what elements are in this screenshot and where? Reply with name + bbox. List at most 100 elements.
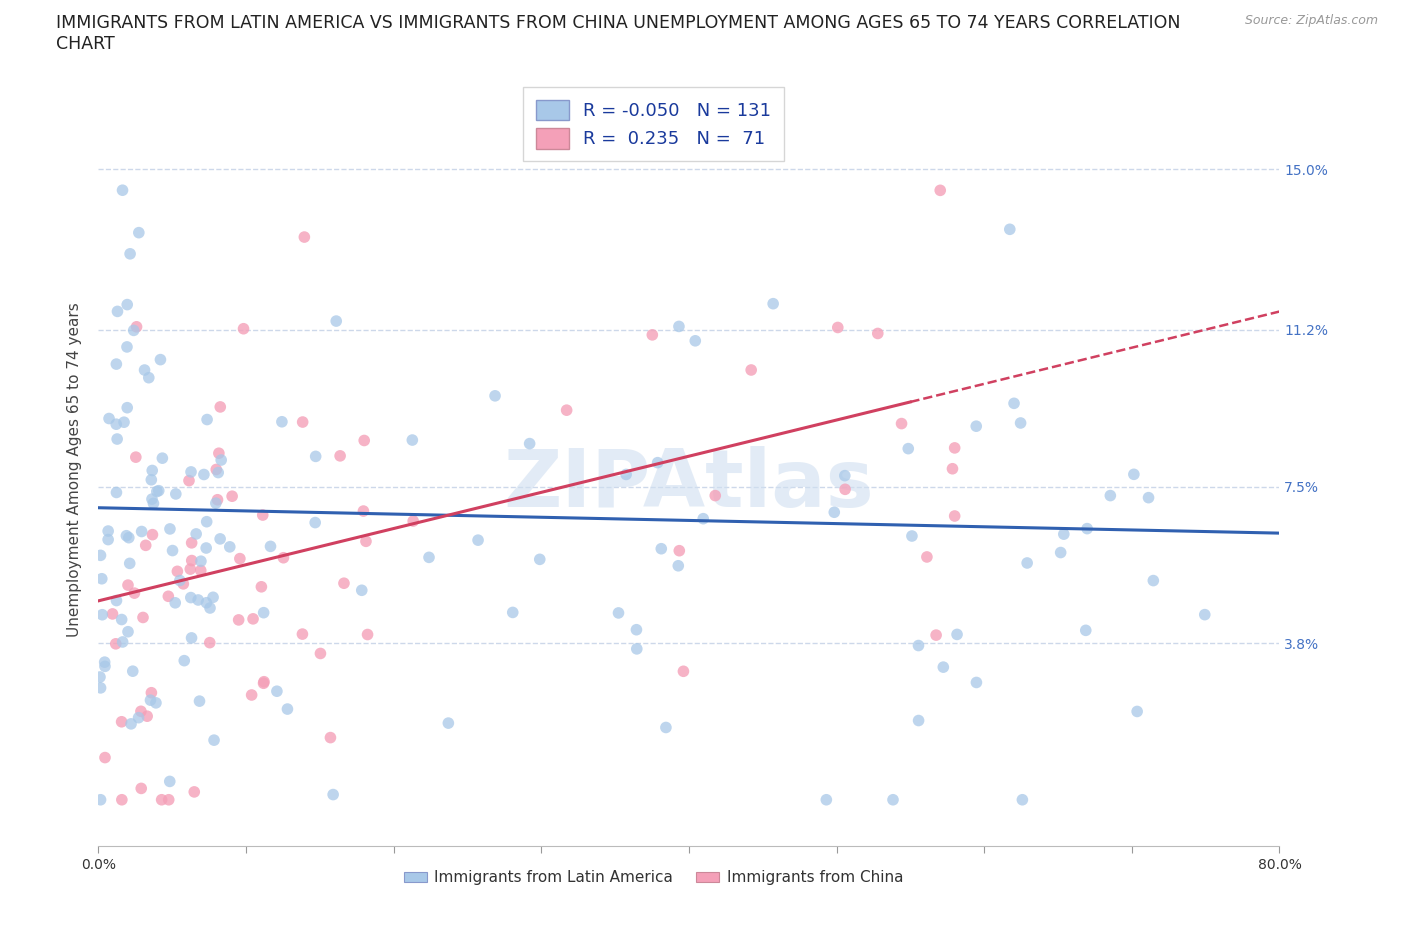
Point <box>159 774 181 789</box>
Point <box>97 524 120 538</box>
Point <box>169 573 191 588</box>
Point <box>647 455 669 470</box>
Point <box>626 642 648 657</box>
Point <box>897 441 920 456</box>
Point <box>89 670 111 684</box>
Point <box>998 222 1021 237</box>
Point <box>125 450 148 465</box>
Point <box>159 522 181 537</box>
Point <box>148 484 170 498</box>
Point <box>120 246 142 261</box>
Point <box>195 540 218 555</box>
Point <box>834 482 856 497</box>
Point <box>655 720 678 735</box>
Text: IMMIGRANTS FROM LATIN AMERICA VS IMMIGRANTS FROM CHINA UNEMPLOYMENT AMONG AGES 6: IMMIGRANTS FROM LATIN AMERICA VS IMMIGRA… <box>56 14 1181 32</box>
Text: Source: ZipAtlas.com: Source: ZipAtlas.com <box>1244 14 1378 27</box>
Point <box>180 553 202 568</box>
Point <box>1049 545 1071 560</box>
Point <box>253 674 276 689</box>
Point <box>105 485 128 500</box>
Point <box>195 514 218 529</box>
Point <box>198 601 221 616</box>
Point <box>467 533 489 548</box>
Point <box>401 432 423 447</box>
Point <box>157 589 180 604</box>
Point <box>190 563 212 578</box>
Point <box>202 590 225 604</box>
Point <box>1194 607 1216 622</box>
Point <box>252 676 274 691</box>
Point <box>519 436 541 451</box>
Point <box>941 461 963 476</box>
Point <box>115 339 138 354</box>
Point <box>529 551 551 566</box>
Point <box>672 664 695 679</box>
Point <box>641 327 664 342</box>
Point <box>118 530 141 545</box>
Point <box>112 415 135 430</box>
Point <box>1053 526 1076 541</box>
Point <box>965 418 987 433</box>
Point <box>309 646 332 661</box>
Point <box>134 363 156 378</box>
Point <box>97 532 120 547</box>
Point <box>273 551 295 565</box>
Point <box>668 543 690 558</box>
Point <box>198 635 221 650</box>
Point <box>740 363 762 378</box>
Point <box>932 659 955 674</box>
Point <box>141 527 163 542</box>
Point <box>965 675 987 690</box>
Point <box>166 564 188 578</box>
Y-axis label: Unemployment Among Ages 65 to 74 years: Unemployment Among Ages 65 to 74 years <box>67 302 83 637</box>
Point <box>202 733 225 748</box>
Point <box>107 304 129 319</box>
Point <box>614 467 637 482</box>
Point <box>352 504 374 519</box>
Point <box>173 653 195 668</box>
Point <box>205 462 228 477</box>
Point <box>115 528 138 543</box>
Point <box>150 792 173 807</box>
Point <box>138 370 160 385</box>
Point <box>162 543 184 558</box>
Point <box>929 183 952 198</box>
Point <box>1074 623 1097 638</box>
Point <box>907 713 929 728</box>
Point <box>292 230 315 245</box>
Point <box>1137 490 1160 505</box>
Point <box>943 509 966 524</box>
Point <box>188 694 211 709</box>
Text: ZIPAtlas: ZIPAtlas <box>503 445 875 524</box>
Point <box>91 607 114 622</box>
Point <box>141 685 163 700</box>
Point <box>555 403 578 418</box>
Point <box>90 792 112 807</box>
Point <box>101 606 124 621</box>
Point <box>128 711 150 725</box>
Point <box>117 578 139 592</box>
Point <box>111 634 134 649</box>
Point <box>207 465 229 480</box>
Point <box>291 627 314 642</box>
Text: CHART: CHART <box>56 35 115 53</box>
Point <box>165 595 187 610</box>
Point <box>218 539 240 554</box>
Point <box>1142 573 1164 588</box>
Point <box>111 792 134 807</box>
Point <box>111 183 134 198</box>
Point <box>180 591 202 605</box>
Point <box>890 416 912 431</box>
Point <box>135 538 157 552</box>
Point <box>484 389 506 404</box>
Point <box>120 716 142 731</box>
Point <box>915 550 938 565</box>
Point <box>139 693 162 708</box>
Point <box>180 536 202 551</box>
Point <box>125 319 148 334</box>
Point <box>165 486 187 501</box>
Point <box>122 323 145 338</box>
Point <box>180 631 202 645</box>
Point <box>762 297 785 312</box>
Point <box>141 472 163 487</box>
